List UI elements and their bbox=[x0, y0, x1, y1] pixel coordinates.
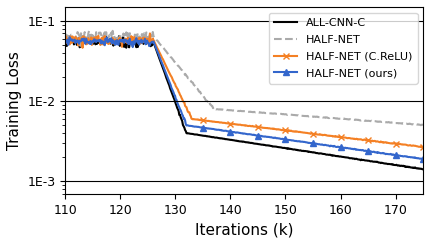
ALL-CNN-C bbox=[233, 139, 239, 142]
HALF-NET (C.ReLU) bbox=[421, 146, 426, 149]
ALL-CNN-C bbox=[276, 146, 282, 149]
HALF-NET bbox=[418, 124, 424, 127]
HALF-NET (ours) bbox=[63, 41, 68, 44]
HALF-NET bbox=[276, 112, 282, 115]
ALL-CNN-C bbox=[257, 143, 262, 146]
HALF-NET bbox=[110, 29, 115, 32]
HALF-NET (ours) bbox=[421, 157, 426, 160]
HALF-NET (C.ReLU) bbox=[236, 123, 241, 126]
HALF-NET bbox=[413, 123, 418, 126]
HALF-NET bbox=[233, 109, 239, 112]
HALF-NET (C.ReLU) bbox=[356, 138, 362, 141]
Line: HALF-NET (C.ReLU): HALF-NET (C.ReLU) bbox=[62, 30, 427, 151]
HALF-NET (ours) bbox=[233, 131, 239, 134]
HALF-NET (C.ReLU) bbox=[63, 42, 68, 45]
Line: ALL-CNN-C: ALL-CNN-C bbox=[65, 36, 423, 169]
ALL-CNN-C bbox=[236, 140, 241, 142]
HALF-NET (ours) bbox=[356, 148, 362, 151]
HALF-NET (C.ReLU) bbox=[233, 123, 239, 126]
ALL-CNN-C bbox=[117, 35, 122, 38]
HALF-NET (ours) bbox=[67, 36, 72, 39]
ALL-CNN-C bbox=[63, 37, 68, 40]
X-axis label: Iterations (k): Iterations (k) bbox=[195, 222, 293, 237]
ALL-CNN-C bbox=[413, 166, 418, 169]
Y-axis label: Training Loss: Training Loss bbox=[7, 51, 22, 150]
HALF-NET (C.ReLU) bbox=[147, 32, 153, 35]
HALF-NET (ours) bbox=[276, 137, 282, 140]
HALF-NET (ours) bbox=[257, 134, 262, 137]
ALL-CNN-C bbox=[356, 158, 362, 161]
HALF-NET bbox=[356, 119, 362, 122]
HALF-NET (C.ReLU) bbox=[276, 128, 282, 131]
Line: HALF-NET (ours): HALF-NET (ours) bbox=[62, 34, 427, 163]
Line: HALF-NET: HALF-NET bbox=[65, 31, 423, 125]
HALF-NET bbox=[63, 32, 68, 35]
HALF-NET (C.ReLU) bbox=[257, 126, 262, 129]
HALF-NET bbox=[236, 110, 241, 112]
ALL-CNN-C bbox=[421, 168, 426, 171]
HALF-NET (C.ReLU) bbox=[413, 144, 418, 147]
HALF-NET (ours) bbox=[413, 156, 418, 159]
HALF-NET (ours) bbox=[236, 131, 241, 134]
Legend: ALL-CNN-C, HALF-NET, HALF-NET (C.ReLU), HALF-NET (ours): ALL-CNN-C, HALF-NET, HALF-NET (C.ReLU), … bbox=[269, 12, 418, 84]
HALF-NET bbox=[421, 123, 426, 126]
HALF-NET (C.ReLU) bbox=[419, 146, 424, 149]
HALF-NET bbox=[257, 111, 262, 114]
